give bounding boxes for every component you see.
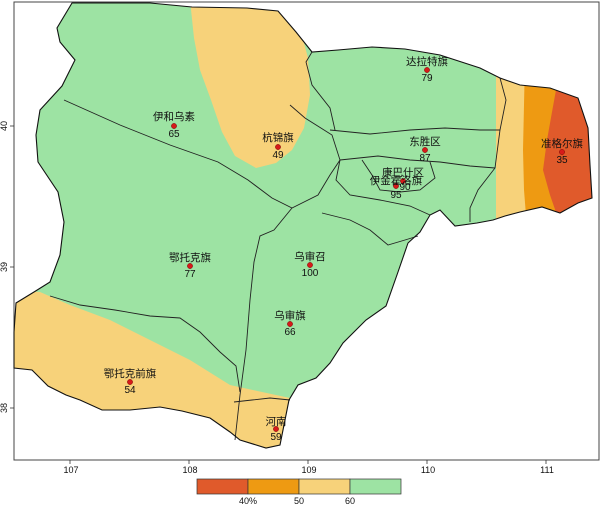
station-dalateqi: 达拉特旗 79 bbox=[406, 55, 448, 84]
boundary-dongsheng bbox=[339, 155, 496, 169]
boundary-north-2 bbox=[305, 51, 336, 131]
county-boundaries bbox=[49, 51, 507, 441]
station-name: 鄂托克前旗 bbox=[104, 367, 157, 380]
station-name: 乌审召 bbox=[294, 250, 326, 263]
station-dot bbox=[127, 379, 133, 385]
station-henan: 河南 59 bbox=[266, 415, 287, 443]
boundary-wushen-yijin bbox=[321, 212, 419, 246]
station-value: 77 bbox=[184, 269, 196, 280]
legend-break-label: 40% bbox=[239, 496, 257, 506]
zone-50-60-hangjin bbox=[190, 3, 310, 168]
station-value: 87 bbox=[419, 153, 431, 164]
x-tick-label: 110 bbox=[421, 465, 435, 475]
station-wushenzhao: 乌审召 100 bbox=[294, 250, 326, 279]
station-value: 65 bbox=[168, 129, 180, 140]
boundary-henan bbox=[233, 397, 291, 403]
station-dot bbox=[393, 183, 399, 189]
station-yijinhuoluoqi: 伊金霍洛旗 95 bbox=[370, 174, 423, 201]
station-value: 100 bbox=[302, 268, 319, 279]
station-value: 79 bbox=[421, 73, 433, 84]
station-etuokeqianqi: 鄂托克前旗 54 bbox=[104, 367, 157, 396]
station-dot bbox=[424, 67, 430, 73]
station-hangjinqi: 杭锦旗 49 bbox=[262, 131, 294, 161]
station-value: 49 bbox=[272, 150, 284, 161]
station-kangbashiqu: 康巴什区 90 bbox=[382, 166, 424, 193]
x-tick-label: 109 bbox=[301, 465, 316, 475]
station-name: 鄂托克旗 bbox=[169, 251, 211, 264]
legend-break-label: 60 bbox=[345, 496, 355, 506]
station-name: 河南 bbox=[266, 415, 287, 428]
station-value: 59 bbox=[270, 432, 282, 443]
station-value: 35 bbox=[556, 155, 568, 166]
boundary-yijin bbox=[335, 159, 431, 216]
station-dot bbox=[559, 149, 565, 155]
station-value: 95 bbox=[390, 190, 402, 201]
station-name: 杭锦旗 bbox=[262, 131, 294, 144]
station-value: 54 bbox=[124, 385, 136, 396]
boundary-zhunger-west bbox=[469, 77, 507, 222]
legend-swatch-40-50 bbox=[247, 478, 300, 495]
legend-swatch-50-60 bbox=[298, 478, 351, 495]
x-tick-label: 107 bbox=[63, 465, 78, 475]
station-value: 90 bbox=[399, 182, 411, 193]
x-tick-label: 108 bbox=[182, 465, 197, 475]
station-dot bbox=[275, 144, 281, 150]
legend: 40% 50 60 bbox=[196, 478, 402, 506]
x-axis: 107 108 109 110 111 bbox=[63, 460, 554, 475]
legend-swatch-above-60 bbox=[349, 478, 402, 495]
station-dot bbox=[171, 123, 177, 129]
y-tick-label: 38 bbox=[0, 403, 9, 413]
x-tick-label: 111 bbox=[540, 465, 554, 475]
y-tick-label: 39 bbox=[0, 262, 9, 272]
station-dot bbox=[273, 426, 279, 432]
station-dot bbox=[422, 147, 428, 153]
station-etuokeqi: 鄂托克旗 77 bbox=[169, 251, 211, 280]
station-yihewusu: 伊和乌素 65 bbox=[153, 110, 195, 140]
station-value: 66 bbox=[284, 327, 296, 338]
station-dot bbox=[400, 178, 406, 184]
boundary-etuoke-wushen bbox=[234, 207, 293, 441]
station-dot bbox=[307, 262, 313, 268]
station-name: 伊和乌素 bbox=[153, 110, 195, 123]
boundary-kangbashi bbox=[361, 159, 436, 193]
boundary-dalate bbox=[329, 127, 500, 135]
station-name: 东胜区 bbox=[409, 135, 441, 148]
station-dot bbox=[287, 321, 293, 327]
station-name: 康巴什区 bbox=[382, 166, 424, 179]
legend-swatch-below-40 bbox=[196, 478, 249, 495]
station-name: 伊金霍洛旗 bbox=[370, 174, 423, 187]
legend-break-label: 50 bbox=[294, 496, 304, 506]
stations: 伊和乌素 65 杭锦旗 49 达拉特旗 79 东胜区 87 准格尔旗 35 康巴… bbox=[104, 55, 583, 443]
station-zhungeerqi: 准格尔旗 35 bbox=[541, 137, 583, 166]
y-tick-label: 40 bbox=[0, 121, 9, 131]
boundary-etuokeqian bbox=[49, 295, 241, 393]
y-axis: 40 39 38 bbox=[0, 121, 14, 413]
station-dot bbox=[187, 263, 193, 269]
station-name: 达拉特旗 bbox=[406, 55, 448, 68]
station-name: 乌审旗 bbox=[274, 309, 306, 322]
station-wushenqi: 乌审旗 66 bbox=[274, 309, 306, 338]
station-name: 准格尔旗 bbox=[541, 137, 583, 150]
station-dongshengqu: 东胜区 87 bbox=[409, 135, 441, 164]
